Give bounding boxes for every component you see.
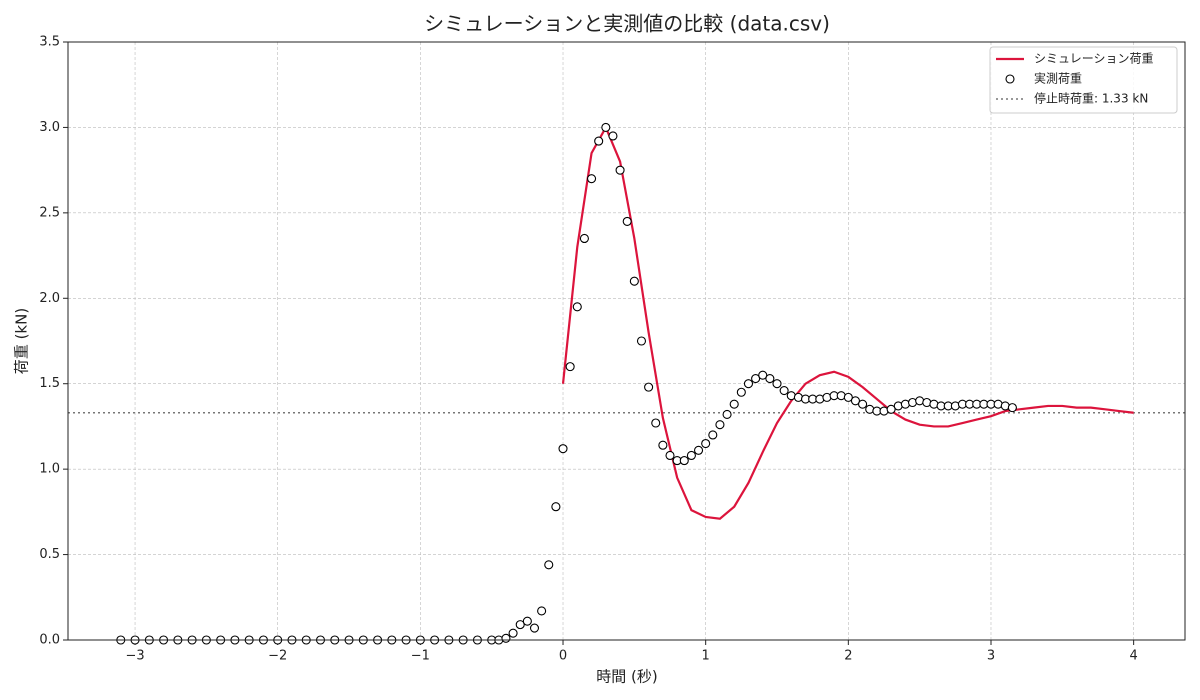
- measured-point: [608, 131, 618, 141]
- measured-point: [644, 382, 654, 392]
- measured-point: [736, 387, 746, 397]
- x-tick-label: 0: [559, 649, 567, 664]
- measured-point: [501, 633, 511, 643]
- x-tick-label: −2: [268, 649, 287, 664]
- x-tick-label: 4: [1130, 649, 1138, 664]
- y-tick-label: 0.5: [39, 547, 60, 562]
- measured-point: [751, 374, 761, 384]
- measured-point: [886, 404, 896, 414]
- measured-point: [636, 336, 647, 346]
- y-axis-label: 荷重 (kN): [13, 308, 31, 374]
- measured-point: [758, 370, 768, 380]
- plot-frame: [67, 41, 1186, 641]
- measured-point: [537, 606, 547, 616]
- measured-point: [508, 628, 518, 638]
- measured-point: [679, 456, 689, 466]
- measured-point: [651, 418, 661, 428]
- measured-point: [1007, 403, 1017, 413]
- x-tick-label: 1: [702, 649, 710, 664]
- x-tick-label: 2: [844, 649, 852, 664]
- measured-point: [729, 399, 739, 409]
- measured-point: [686, 450, 696, 461]
- x-tick-label: −1: [411, 649, 430, 664]
- legend-label: 実測荷重: [1034, 71, 1082, 86]
- y-tick-label: 3.5: [39, 35, 60, 50]
- measured-point: [858, 399, 868, 409]
- measured-point: [565, 362, 575, 372]
- y-tick-label: 2.0: [39, 291, 60, 306]
- measured-point: [544, 560, 554, 570]
- legend-label: シミュレーション荷重: [1034, 52, 1154, 66]
- measured-point: [622, 216, 632, 226]
- measured-point: [743, 379, 754, 389]
- x-tick-label: 3: [987, 649, 995, 664]
- measured-point: [693, 445, 704, 455]
- measured-point: [850, 396, 861, 406]
- measured-point: [708, 430, 718, 440]
- simulation-line: [561, 124, 1134, 520]
- legend-swatch: [1005, 74, 1015, 84]
- y-tick-label: 1.5: [39, 376, 60, 391]
- measured-point: [615, 165, 625, 175]
- measured-point: [551, 502, 561, 512]
- measured-point: [515, 620, 525, 630]
- measured-point: [586, 174, 597, 184]
- measured-point: [594, 136, 604, 146]
- measured-point: [665, 450, 675, 461]
- x-axis-label: 時間 (秒): [596, 668, 657, 686]
- chart-title: シミュレーションと実測値の比較 (data.csv): [424, 12, 830, 36]
- measured-point: [722, 409, 732, 420]
- measured-point: [779, 385, 789, 396]
- measured-point: [715, 420, 725, 430]
- legend-box: [989, 46, 1178, 114]
- measured-point: [601, 122, 611, 132]
- measured-point: [658, 440, 668, 450]
- measured-point: [522, 616, 532, 626]
- measured-point: [572, 302, 582, 312]
- measured-point: [558, 444, 568, 454]
- y-tick-label: 2.5: [39, 205, 60, 220]
- measured-point: [843, 392, 853, 402]
- y-tick-label: 1.0: [39, 462, 60, 477]
- legend-label: 停止時荷重: 1.33 kN: [1034, 91, 1148, 106]
- y-tick-label: 0.0: [39, 633, 60, 648]
- x-tick-label: −3: [125, 649, 144, 664]
- measured-point: [629, 276, 639, 286]
- measured-point: [772, 379, 782, 389]
- y-tick-label: 3.0: [39, 120, 60, 135]
- measured-point: [529, 623, 540, 633]
- measured-point: [579, 233, 589, 244]
- measured-point: [701, 438, 711, 449]
- measured-point: [765, 374, 775, 384]
